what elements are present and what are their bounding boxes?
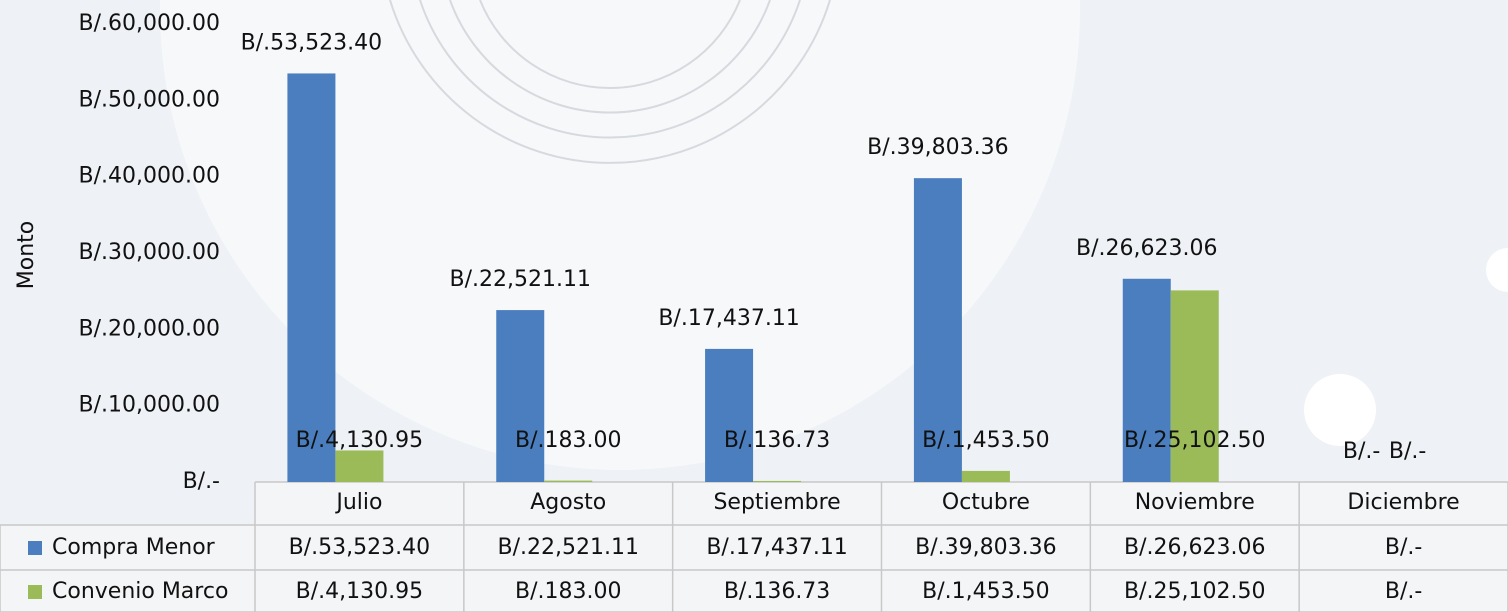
table-cell: B/.4,130.95 xyxy=(296,579,423,604)
data-label: B/.- xyxy=(1389,439,1426,464)
table-cell: B/.136.73 xyxy=(724,579,830,604)
data-label: B/.53,523.40 xyxy=(241,30,382,55)
bar xyxy=(705,348,754,482)
bar xyxy=(335,450,384,482)
table-cell: B/.22,521.11 xyxy=(498,535,639,560)
table-cell: B/.183.00 xyxy=(515,579,621,604)
table-cell: B/.26,623.06 xyxy=(1124,535,1265,560)
x-tick-label: Julio xyxy=(334,490,382,515)
table-cell: B/.- xyxy=(1385,535,1422,560)
decor-dot xyxy=(1304,374,1376,446)
table-cell: B/.39,803.36 xyxy=(915,535,1056,560)
x-tick-label: Noviembre xyxy=(1135,490,1255,515)
legend-label: Compra Menor xyxy=(52,535,216,560)
table-cell: B/.1,453.50 xyxy=(922,579,1049,604)
data-label: B/.4,130.95 xyxy=(296,428,423,453)
x-tick-label: Octubre xyxy=(942,490,1030,515)
x-tick-label: Agosto xyxy=(530,490,606,515)
data-label: B/.136.73 xyxy=(724,428,830,453)
data-label: B/.17,437.11 xyxy=(658,306,799,331)
table-cell: B/.- xyxy=(1385,579,1422,604)
table-bg xyxy=(0,525,255,612)
table-cell: B/.17,437.11 xyxy=(706,535,847,560)
x-tick-label: Diciembre xyxy=(1347,490,1459,515)
bar xyxy=(1122,278,1171,482)
bar xyxy=(1170,290,1219,482)
bar xyxy=(753,480,802,482)
x-tick-label: Septiembre xyxy=(713,490,840,515)
y-tick-label: B/.40,000.00 xyxy=(79,164,220,189)
data-label: B/.39,803.36 xyxy=(867,135,1008,160)
bar xyxy=(287,73,336,482)
decor-dot xyxy=(1486,248,1508,292)
data-label: B/.183.00 xyxy=(515,428,621,453)
bar xyxy=(961,470,1010,482)
table-cell: B/.53,523.40 xyxy=(289,535,430,560)
bar xyxy=(544,480,593,482)
decor-circle xyxy=(160,0,1080,470)
y-axis-label: Monto xyxy=(14,221,39,289)
legend-swatch xyxy=(28,541,42,555)
bar xyxy=(496,310,545,482)
data-label: B/.26,623.06 xyxy=(1076,236,1217,261)
y-tick-label: B/.10,000.00 xyxy=(79,393,220,418)
data-label: B/.22,521.11 xyxy=(450,267,591,292)
data-label: B/.25,102.50 xyxy=(1124,428,1265,453)
data-label: B/.1,453.50 xyxy=(922,428,1049,453)
legend-label: Convenio Marco xyxy=(52,579,228,604)
bar xyxy=(913,178,962,483)
y-tick-label: B/.60,000.00 xyxy=(79,11,220,36)
decor-arcs xyxy=(389,0,831,164)
y-tick-label: B/.30,000.00 xyxy=(79,240,220,265)
legend-swatch xyxy=(28,585,42,599)
data-label: B/.- xyxy=(1343,439,1380,464)
y-tick-label: B/.- xyxy=(183,469,220,494)
y-tick-label: B/.20,000.00 xyxy=(79,316,220,341)
y-tick-label: B/.50,000.00 xyxy=(79,87,220,112)
table-cell: B/.25,102.50 xyxy=(1124,579,1265,604)
